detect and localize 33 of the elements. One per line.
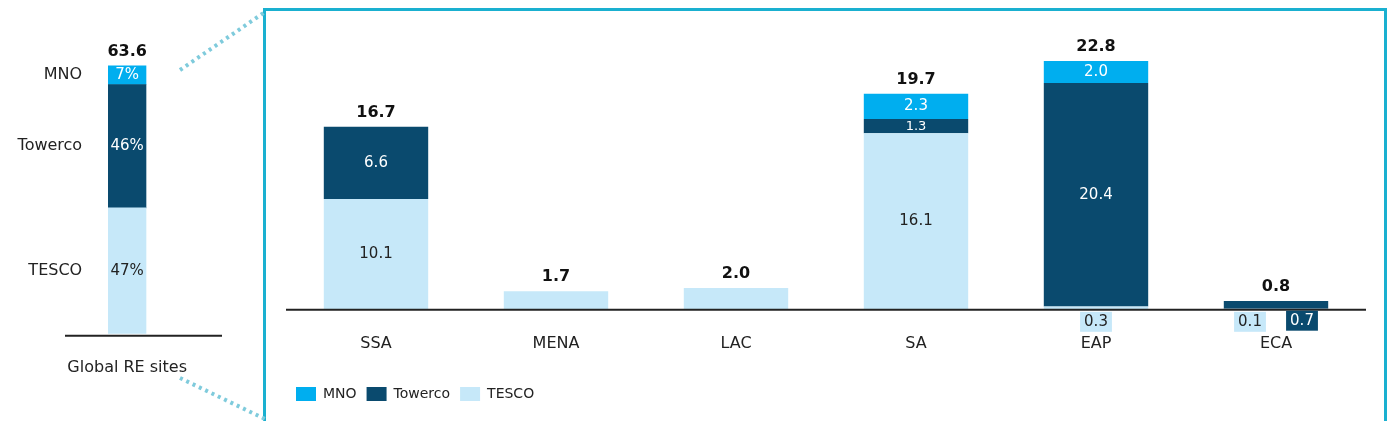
total-label: 0.8 — [1261, 276, 1291, 296]
total-label: 19.7 — [896, 69, 936, 88]
data-label: 7% — [115, 65, 140, 83]
series-label: MNO — [43, 64, 83, 84]
data-label: 16.1 — [899, 211, 933, 230]
x-tick-label: EAP — [1080, 332, 1112, 352]
data-label: 20.4 — [1079, 184, 1113, 203]
x-tick-label: SA — [905, 332, 927, 352]
legend-label: TESCO — [486, 384, 535, 401]
data-label: 6.6 — [364, 152, 388, 171]
legend-label: Towerco — [392, 384, 451, 401]
data-label: 2.0 — [1084, 61, 1108, 80]
x-tick-label: SSA — [360, 332, 392, 352]
data-label: 10.1 — [359, 244, 393, 263]
data-label: 47% — [110, 260, 144, 279]
data-label: 0.7 — [1290, 310, 1314, 329]
data-label: 46% — [110, 136, 144, 155]
total-label: 22.8 — [1076, 36, 1116, 56]
total-label: 16.7 — [356, 101, 396, 121]
x-tick-label: ECA — [1259, 332, 1293, 352]
data-label: 1.3 — [905, 117, 927, 133]
annotation: 63.6 — [107, 40, 147, 60]
data-label: 0.1 — [1238, 311, 1262, 330]
series-label: TESCO — [27, 259, 83, 279]
data-label: 0.3 — [1084, 311, 1108, 330]
x-tick-label: LAC — [720, 332, 752, 352]
legend-label: MNO — [323, 384, 357, 401]
series-label: Towerco — [16, 135, 83, 155]
data-label: 2.3 — [904, 96, 928, 115]
x-tick-label: MENA — [532, 332, 580, 352]
total-label: 1.7 — [541, 266, 571, 286]
total-label: 2.0 — [721, 263, 751, 283]
x-tick-label: Global RE sites — [67, 356, 187, 376]
